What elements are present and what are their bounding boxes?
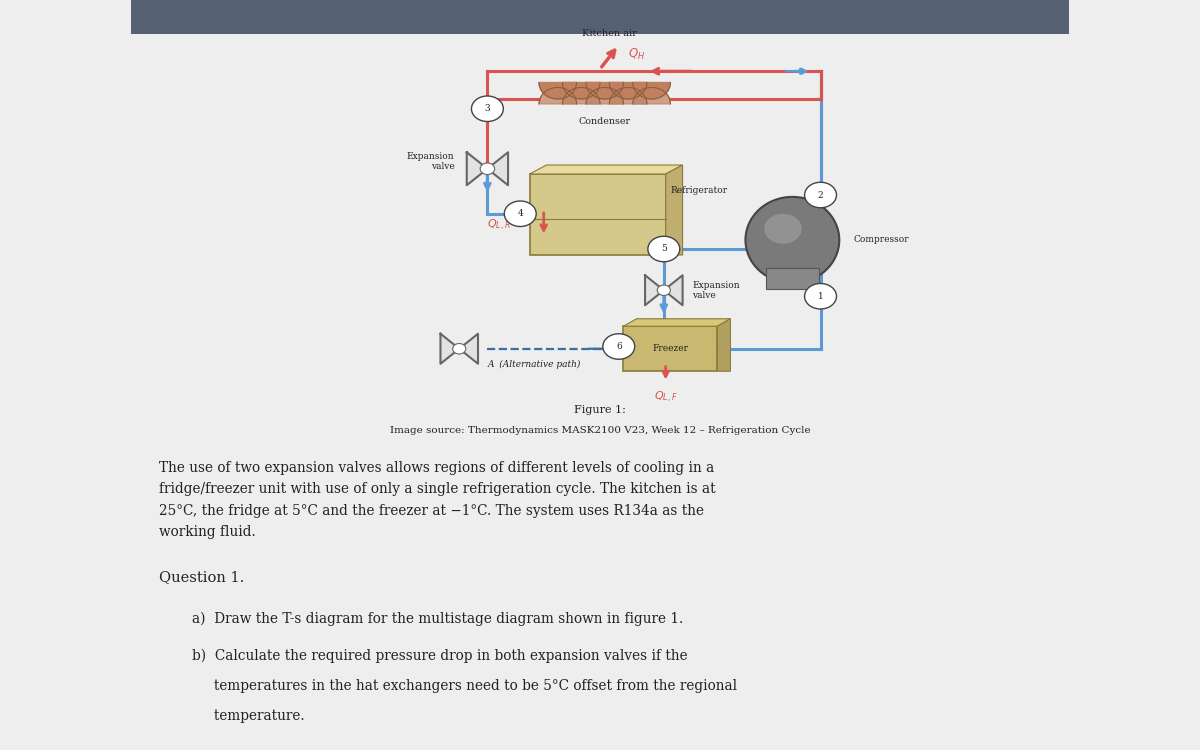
Polygon shape xyxy=(718,319,731,371)
Text: Figure 1:: Figure 1: xyxy=(574,405,626,415)
Circle shape xyxy=(648,236,679,262)
Text: 1: 1 xyxy=(817,292,823,301)
Text: Refrigerator: Refrigerator xyxy=(671,186,727,195)
Text: Expansion
valve: Expansion valve xyxy=(407,152,455,171)
Polygon shape xyxy=(539,88,576,104)
Text: A  (Alternative path): A (Alternative path) xyxy=(487,360,581,369)
Ellipse shape xyxy=(745,197,839,284)
Polygon shape xyxy=(440,334,478,364)
Text: $Q_H$: $Q_H$ xyxy=(628,47,646,62)
Polygon shape xyxy=(563,82,600,99)
Circle shape xyxy=(472,96,503,122)
Polygon shape xyxy=(539,82,576,99)
Text: 5: 5 xyxy=(661,244,667,254)
Circle shape xyxy=(504,201,536,226)
Polygon shape xyxy=(610,88,647,104)
Polygon shape xyxy=(632,82,671,99)
Polygon shape xyxy=(529,165,683,174)
Text: Freezer: Freezer xyxy=(653,344,689,353)
Text: a)  Draw the T-s diagram for the multistage diagram shown in figure 1.: a) Draw the T-s diagram for the multista… xyxy=(192,611,683,626)
Text: 2: 2 xyxy=(817,190,823,200)
Text: temperature.: temperature. xyxy=(192,709,305,723)
FancyBboxPatch shape xyxy=(529,174,666,255)
Text: b)  Calculate the required pressure drop in both expansion valves if the: b) Calculate the required pressure drop … xyxy=(192,649,688,663)
Polygon shape xyxy=(467,152,508,185)
Ellipse shape xyxy=(764,214,802,244)
Polygon shape xyxy=(586,88,624,104)
Text: 3: 3 xyxy=(485,104,491,113)
Bar xyxy=(131,0,1069,34)
Polygon shape xyxy=(563,88,600,104)
Polygon shape xyxy=(610,82,647,99)
Circle shape xyxy=(480,163,494,175)
FancyBboxPatch shape xyxy=(766,268,818,289)
Text: The use of two expansion valves allows regions of different levels of cooling in: The use of two expansion valves allows r… xyxy=(158,461,715,538)
Circle shape xyxy=(804,182,836,208)
Text: Expansion
valve: Expansion valve xyxy=(692,280,739,300)
Text: Kitchen air: Kitchen air xyxy=(582,28,637,38)
Circle shape xyxy=(452,344,466,354)
Text: 6: 6 xyxy=(616,342,622,351)
Text: 4: 4 xyxy=(517,209,523,218)
Text: $Q_{L,F}$: $Q_{L,F}$ xyxy=(654,390,678,405)
Circle shape xyxy=(658,285,671,296)
Polygon shape xyxy=(646,275,683,305)
Text: Question 1.: Question 1. xyxy=(158,570,245,584)
Polygon shape xyxy=(632,88,671,104)
Text: $Q_{L,R}$: $Q_{L,R}$ xyxy=(487,217,510,232)
FancyBboxPatch shape xyxy=(624,326,718,371)
Text: temperatures in the hat exchangers need to be 5°C offset from the regional: temperatures in the hat exchangers need … xyxy=(192,679,737,693)
Polygon shape xyxy=(624,319,731,326)
Text: Compressor: Compressor xyxy=(853,236,908,244)
Circle shape xyxy=(804,284,836,309)
Polygon shape xyxy=(666,165,683,255)
Polygon shape xyxy=(586,82,624,99)
Circle shape xyxy=(602,334,635,359)
Text: Condenser: Condenser xyxy=(578,117,631,126)
Text: Image source: Thermodynamics MASK2100 V23, Week 12 – Refrigeration Cycle: Image source: Thermodynamics MASK2100 V2… xyxy=(390,426,810,435)
